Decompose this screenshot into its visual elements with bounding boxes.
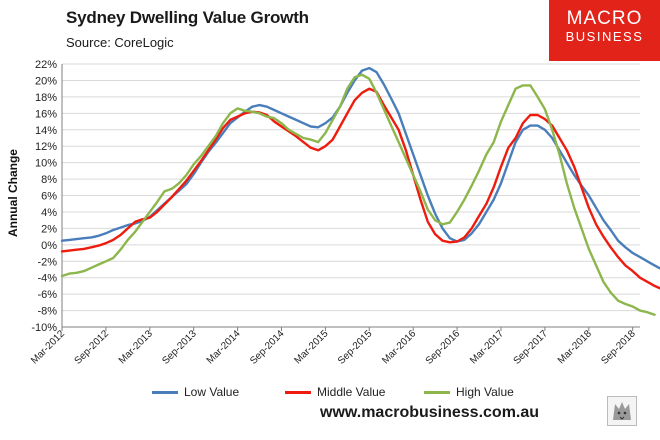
x-tick-label: Sep-2018 xyxy=(599,328,638,367)
series-line-middle-value xyxy=(60,87,660,290)
legend-swatch-middle xyxy=(285,391,311,395)
y-tick-label: -6% xyxy=(37,289,57,301)
y-tick-label: 0% xyxy=(41,240,57,252)
y-tick-label: 18% xyxy=(35,92,57,104)
y-tick-label: 8% xyxy=(41,174,57,186)
legend-item-low: Low Value xyxy=(152,385,239,399)
y-tick-label: -4% xyxy=(37,273,57,285)
legend-item-high: High Value xyxy=(424,385,514,399)
legend-label-high: High Value xyxy=(456,385,514,399)
x-tick-label: Mar-2018 xyxy=(556,328,594,366)
x-tick-label: Mar-2015 xyxy=(292,328,330,366)
legend-swatch-high xyxy=(424,391,450,395)
legend-label-low: Low Value xyxy=(184,385,240,399)
y-tick-label: 14% xyxy=(35,125,57,137)
x-tick-label: Sep-2014 xyxy=(248,328,287,367)
y-tick-label: 22% xyxy=(35,59,57,71)
website-url[interactable]: www.macrobusiness.com.au xyxy=(320,404,540,421)
legend-swatch-low xyxy=(152,391,178,395)
y-tick-label: 20% xyxy=(35,75,57,87)
x-tick-label: Mar-2016 xyxy=(380,328,418,366)
chart-source: Source: CoreLogic xyxy=(66,35,174,50)
y-tick-label: 2% xyxy=(41,223,57,235)
chart-title: Sydney Dwelling Value Growth xyxy=(66,8,309,27)
x-tick-label: Sep-2016 xyxy=(424,328,463,367)
legend-item-middle: Middle Value xyxy=(285,385,385,399)
x-tick-label: Sep-2015 xyxy=(336,328,375,367)
y-tick-label: 4% xyxy=(41,207,57,219)
y-tick-label: 16% xyxy=(35,108,57,120)
y-tick-label: -2% xyxy=(37,256,57,268)
logo-line1: MACRO xyxy=(566,8,643,29)
wolf-logo-icon xyxy=(607,396,637,426)
logo-line2: BUSINESS xyxy=(565,29,644,44)
x-tick-label: Sep-2013 xyxy=(160,328,199,367)
x-tick-label: Mar-2013 xyxy=(117,328,155,366)
y-tick-label: -8% xyxy=(37,306,57,318)
series-line-low-value xyxy=(60,66,660,270)
series-line-high-value xyxy=(60,73,656,316)
x-tick-label: Sep-2012 xyxy=(73,328,112,367)
y-tick-label: -10% xyxy=(31,322,57,334)
y-tick-label: 6% xyxy=(41,191,57,203)
x-tick-label: Mar-2014 xyxy=(205,328,243,366)
legend-label-middle: Middle Value xyxy=(317,385,386,399)
y-tick-label: 10% xyxy=(35,158,57,170)
macrobusiness-logo[interactable]: MACRO BUSINESS xyxy=(549,0,660,61)
x-tick-label: Mar-2017 xyxy=(468,328,506,366)
y-tick-label: 12% xyxy=(35,141,57,153)
x-tick-label: Sep-2017 xyxy=(512,328,551,367)
